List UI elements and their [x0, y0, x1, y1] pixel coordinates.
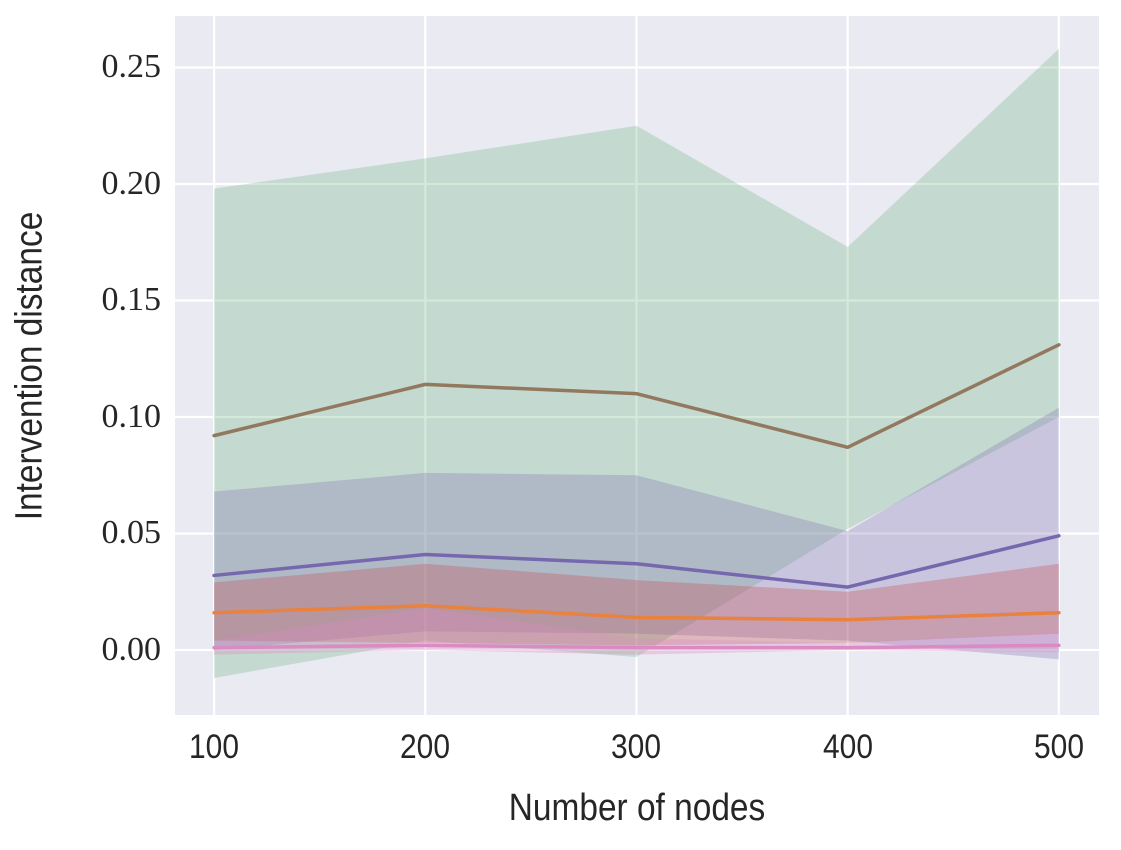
orange-series-band	[214, 563, 1059, 646]
x-tick-label: 400	[822, 728, 873, 766]
x-tick-label: 200	[400, 728, 451, 766]
y-tick-label: 0.05	[101, 514, 162, 552]
y-axis-label: Intervention distance	[8, 211, 51, 521]
x-axis-label: Number of nodes	[508, 787, 766, 829]
y-tick-label: 0.20	[101, 164, 162, 202]
y-tick-label: 0.15	[101, 281, 162, 319]
brown-series-line	[212, 343, 1061, 450]
brown-series-band	[214, 48, 1059, 678]
pink-series-band	[214, 608, 1059, 655]
y-tick-label: 0.10	[101, 397, 162, 435]
orange-series-line	[212, 603, 1061, 622]
x-tick-label: 300	[611, 728, 662, 766]
y-tick-label: 0.25	[101, 48, 162, 86]
y-tick-label: 0.00	[101, 630, 162, 668]
x-tick-label: 100	[189, 728, 240, 766]
purple-series-band	[214, 407, 1059, 660]
purple-series-line	[212, 534, 1061, 589]
x-tick-label: 500	[1033, 728, 1084, 766]
pink-series-line	[212, 643, 1061, 650]
